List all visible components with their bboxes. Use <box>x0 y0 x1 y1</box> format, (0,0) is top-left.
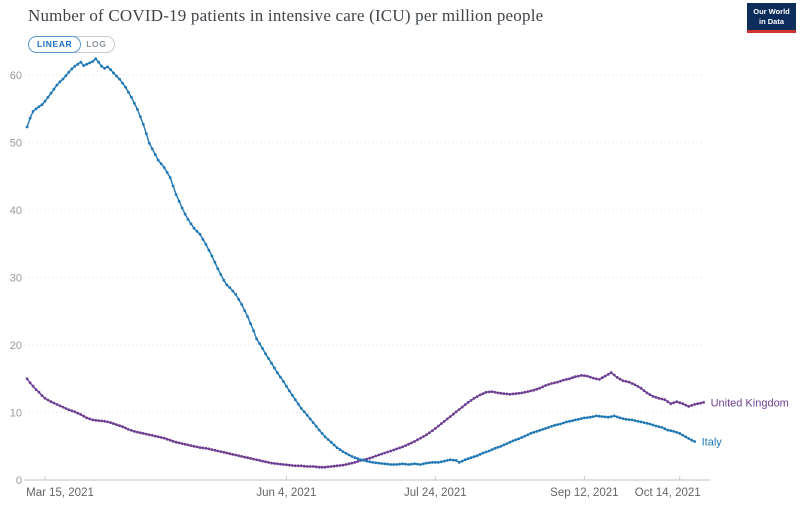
icu-line-chart: 0 10 20 30 40 50 60 Mar 15, 2021 Jun 4, 2021 Jul … <box>10 57 789 499</box>
svg-text:20: 20 <box>10 340 22 352</box>
series-italy: Italy <box>25 57 723 466</box>
series-end-label-united-kingdom: United Kingdom <box>711 397 789 409</box>
svg-text:Jun 4, 2021: Jun 4, 2021 <box>256 487 316 499</box>
svg-text:Mar 15, 2021: Mar 15, 2021 <box>26 487 94 499</box>
svg-text:Jul 24, 2021: Jul 24, 2021 <box>404 487 467 499</box>
svg-text:Oct 14, 2021: Oct 14, 2021 <box>635 487 701 499</box>
linear-scale-button[interactable]: LINEAR <box>28 36 82 53</box>
svg-text:50: 50 <box>10 138 22 150</box>
page-title: Number of COVID-19 patients in intensive… <box>28 6 544 25</box>
owid-logo-line1: Our World <box>753 7 790 16</box>
svg-text:0: 0 <box>16 475 22 487</box>
series-end-label-italy: Italy <box>702 437 723 449</box>
svg-text:10: 10 <box>10 408 22 420</box>
y-axis: 0 10 20 30 40 50 60 <box>10 70 704 487</box>
series-united-kingdom: United Kingdom <box>25 371 789 469</box>
svg-text:40: 40 <box>10 205 22 217</box>
owid-logo-line2: in Data <box>758 16 784 26</box>
x-axis: Mar 15, 2021 Jun 4, 2021 Jul 24, 2021 Sep 1… <box>24 476 710 499</box>
scale-toggle: LINEAR LOG <box>28 36 116 53</box>
svg-text:Sep 12, 2021: Sep 12, 2021 <box>550 487 618 499</box>
owid-logo[interactable]: Our World in Data <box>747 3 796 33</box>
log-scale-button[interactable]: LOG <box>73 36 116 53</box>
svg-text:30: 30 <box>10 273 22 285</box>
svg-text:60: 60 <box>10 70 22 82</box>
